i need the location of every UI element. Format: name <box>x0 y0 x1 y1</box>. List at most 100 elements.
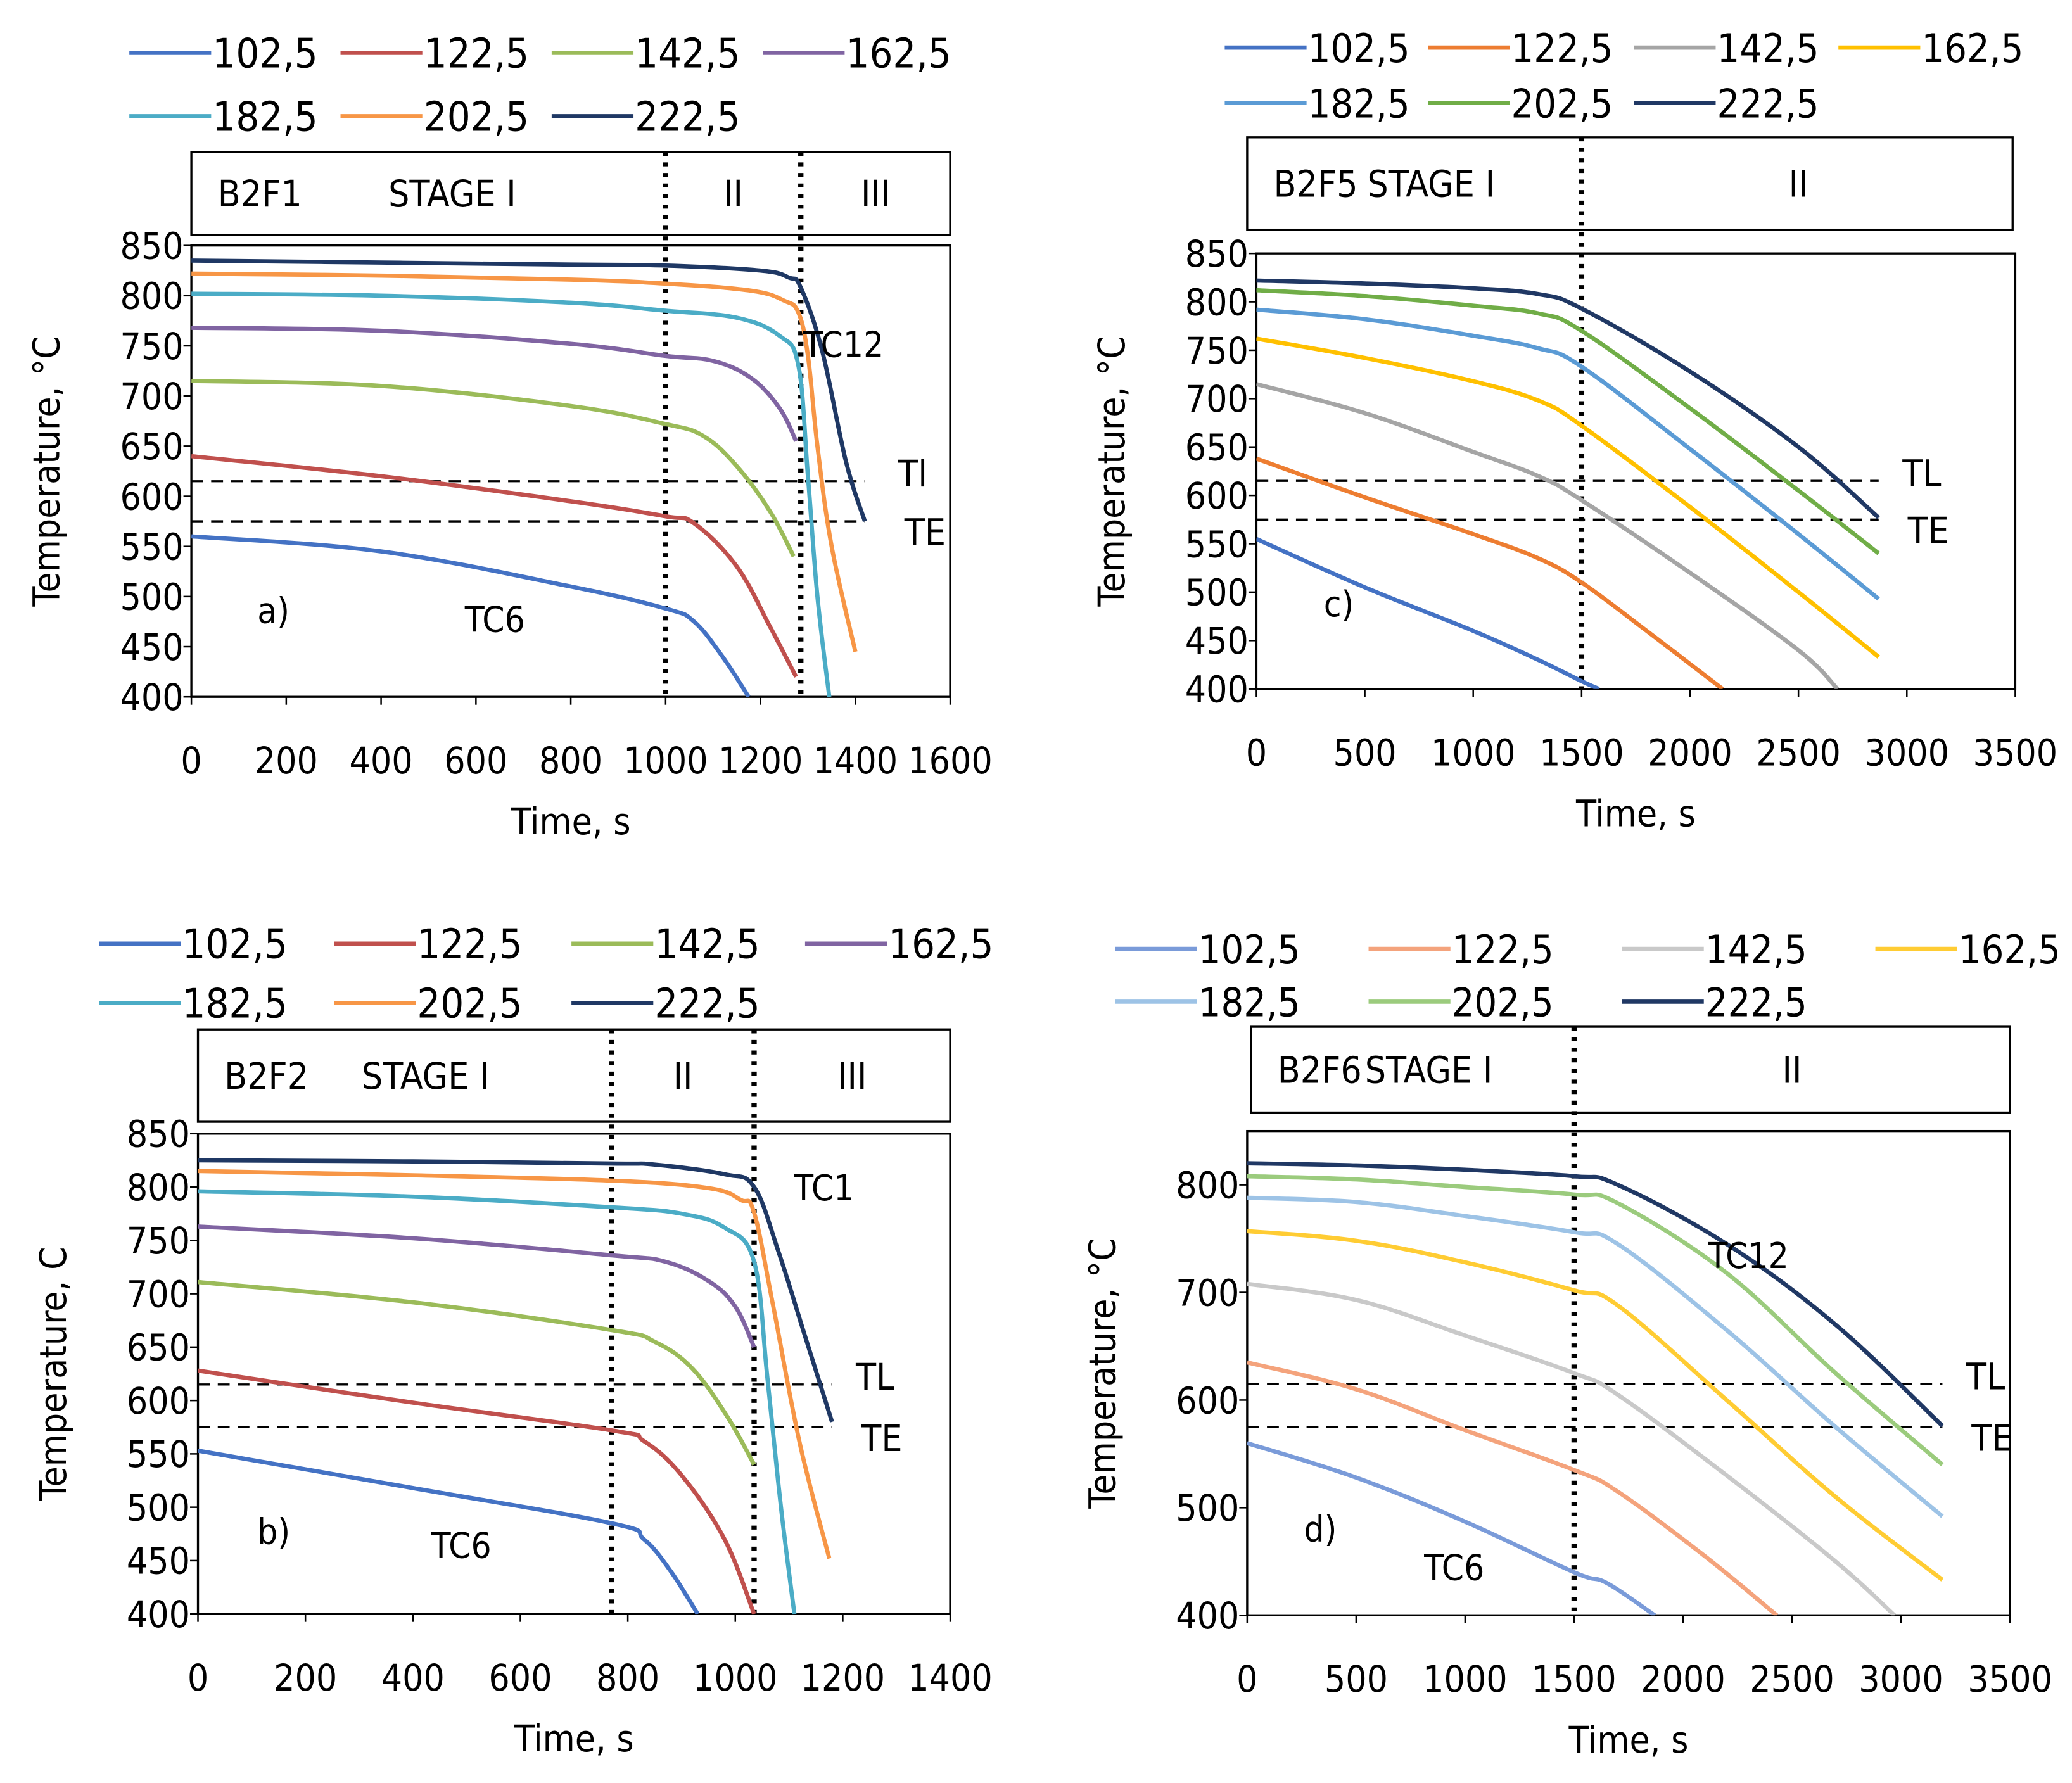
stage-box <box>1246 136 2014 231</box>
y-tick-label: 800 <box>120 275 183 318</box>
legend-label: 182,5 <box>1308 81 1410 127</box>
legend: 102,5 122,5 142,5 162,5 182,5 202,5 222,5 <box>1224 25 2023 127</box>
x-tick-label: 1000 <box>693 1656 778 1699</box>
stage-label: STAGE I <box>388 172 516 215</box>
x-tick-label: 1000 <box>1431 732 1516 775</box>
series-line-222,5 <box>191 258 867 523</box>
ref-line-label: TE <box>1971 1416 2012 1459</box>
x-tick-label: 600 <box>444 739 507 782</box>
x-axis-title: Time, s <box>514 1717 634 1760</box>
series-line-202,5 <box>1247 1174 1944 1466</box>
legend-label: 202,5 <box>1452 979 1554 1025</box>
series-line-222,5 <box>198 1158 834 1423</box>
x-tick-label: 2000 <box>1641 1658 1726 1701</box>
stage-box <box>190 151 951 236</box>
x-axis-title: Time, s <box>1575 792 1696 835</box>
y-axis-title: Temperature, C <box>32 1247 75 1501</box>
panel-label: a) <box>257 591 289 632</box>
panel-label: c) <box>1324 584 1354 625</box>
y-tick-label: 450 <box>1185 619 1249 663</box>
series-group <box>198 1158 834 1615</box>
plot-area <box>196 1133 951 1615</box>
stage-label: III <box>837 1055 867 1098</box>
series-line-182,5 <box>1247 1195 1944 1518</box>
y-tick-label: 400 <box>1176 1594 1239 1637</box>
legend-label: 222,5 <box>635 93 740 141</box>
series-line-142,5 <box>1256 382 1840 689</box>
x-tick-label: 0 <box>1246 732 1267 775</box>
legend-label: 202,5 <box>417 980 522 1027</box>
ref-line-label: TL <box>855 1355 894 1399</box>
stage-label: II <box>723 172 743 215</box>
plot-area <box>190 244 951 698</box>
specimen-label: B2F2 <box>224 1055 308 1098</box>
series-line-142,5 <box>1247 1281 1896 1616</box>
series-line-102,5 <box>191 534 751 697</box>
legend-label: 182,5 <box>182 980 288 1027</box>
y-tick-label: 500 <box>120 576 183 619</box>
series-line-162,5 <box>191 326 798 442</box>
series-line-142,5 <box>198 1279 756 1466</box>
x-tick-label: 0 <box>187 1656 208 1699</box>
series-line-122,5 <box>1247 1360 1779 1616</box>
x-tick-label: 500 <box>1333 732 1397 775</box>
plot-area <box>1255 252 2017 690</box>
legend-label: 102,5 <box>1198 927 1300 973</box>
series-line-122,5 <box>198 1368 756 1615</box>
y-tick-label: 650 <box>1185 426 1249 469</box>
series-group <box>1256 278 1880 689</box>
legend-label: 222,5 <box>654 980 760 1027</box>
stage-label: STAGE I <box>1367 163 1495 206</box>
stage-label: III <box>861 172 890 215</box>
legend-label: 182,5 <box>212 93 317 141</box>
series-line-162,5 <box>1247 1229 1944 1582</box>
series-line-122,5 <box>1256 456 1724 689</box>
panel-label: d) <box>1304 1509 1337 1551</box>
stage-box <box>1250 1025 2011 1114</box>
x-tick-label: 1200 <box>718 739 803 782</box>
y-tick-label: 550 <box>120 526 183 569</box>
legend-label: 122,5 <box>424 30 529 77</box>
x-tick-label: 0 <box>1236 1658 1257 1701</box>
y-axis-title: Temperature, °C <box>1090 336 1133 607</box>
legend-label: 162,5 <box>888 921 993 968</box>
legend-label: 122,5 <box>417 921 522 968</box>
x-tick-label: 3000 <box>1859 1658 1943 1701</box>
series-line-202,5 <box>198 1169 832 1559</box>
y-tick-label: 600 <box>1185 474 1249 517</box>
legend-label: 162,5 <box>1959 927 2061 973</box>
legend-label: 142,5 <box>1717 25 1819 72</box>
stage-label: II <box>1783 1049 1802 1092</box>
y-tick-label: 800 <box>1176 1164 1239 1207</box>
legend-label: 222,5 <box>1717 81 1819 127</box>
series-group <box>191 258 867 697</box>
y-tick-label: 450 <box>120 626 183 669</box>
annotation: TC6 <box>1423 1548 1484 1589</box>
y-tick-label: 750 <box>1185 329 1249 372</box>
legend-label: 202,5 <box>1511 81 1613 127</box>
stage-label: STAGE I <box>1365 1049 1493 1092</box>
y-tick-label: 600 <box>120 475 183 518</box>
y-tick-label: 600 <box>1176 1379 1239 1422</box>
y-tick-label: 550 <box>127 1433 190 1476</box>
series-line-122,5 <box>191 454 798 678</box>
y-tick-label: 550 <box>1185 523 1249 566</box>
series-line-222,5 <box>1247 1161 1944 1428</box>
x-tick-label: 400 <box>350 739 413 782</box>
specimen-label: B2F5 <box>1274 163 1358 206</box>
y-tick-label: 400 <box>127 1593 190 1636</box>
legend-label: 102,5 <box>182 921 288 968</box>
x-tick-label: 200 <box>255 739 318 782</box>
x-tick-label: 1600 <box>908 739 993 782</box>
x-tick-label: 800 <box>596 1656 659 1699</box>
x-axis-title: Time, s <box>1568 1718 1689 1761</box>
x-tick-label: 2500 <box>1756 732 1841 775</box>
stage-label: STAGE I <box>362 1055 490 1098</box>
ref-line-label: TE <box>1907 509 1949 552</box>
x-tick-label: 1400 <box>813 739 898 782</box>
chart-panel-a: 102,5 122,5 142,5 162,5 182,5 202,5 222,5 B2F1 S… <box>25 30 993 842</box>
chart-panel-b: 102,5 122,5 142,5 162,5 182,5 202,5 222,5 B2F2 S… <box>32 921 993 1760</box>
specimen-label: B2F6 <box>1278 1049 1362 1092</box>
y-tick-label: 650 <box>120 425 183 468</box>
legend-label: 222,5 <box>1705 979 1807 1025</box>
